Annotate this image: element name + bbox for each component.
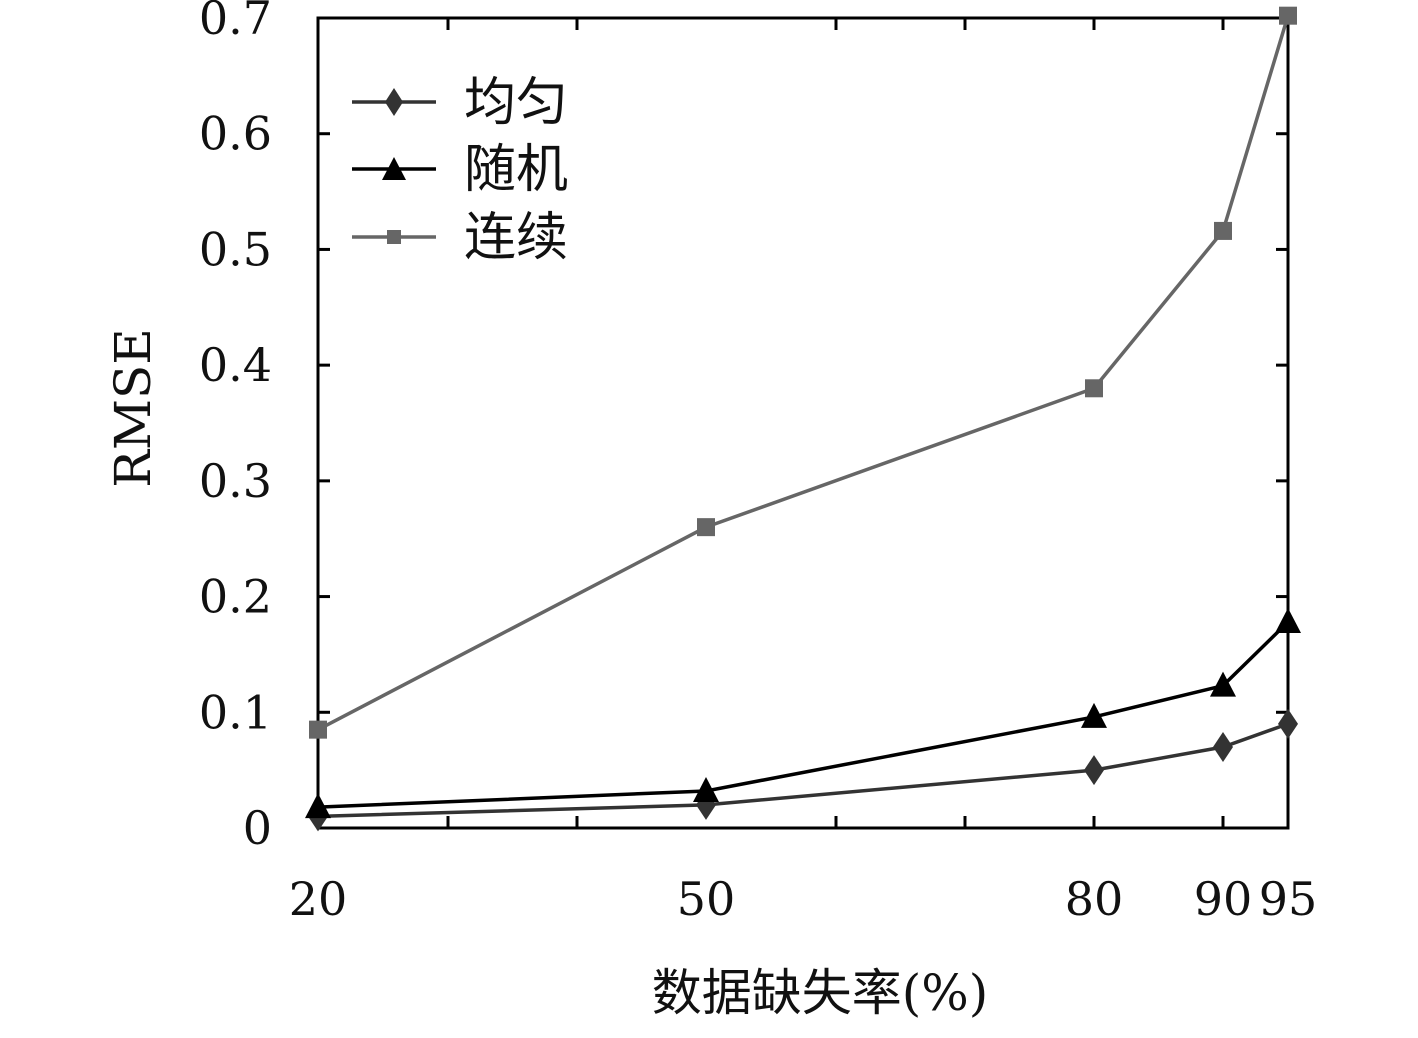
y-tick-label-0: 0 [243,801,272,855]
legend-square-marker [387,230,401,244]
x-axis-title: 数据缺失率(%) [652,964,989,1022]
y-tick-label-2: 0.2 [199,570,272,624]
series-1-point-3 [1210,671,1236,697]
y-tick-label-5: 0.5 [199,222,272,276]
series-1-point-4 [1275,608,1301,634]
series-0-point-3 [1213,732,1233,762]
legend-label-0: 均匀 [464,73,568,133]
series-1-point-1 [693,776,719,802]
plot-frame [316,16,1290,830]
series-1-point-2 [1081,702,1107,728]
y-tick-label-1: 0.1 [199,685,272,739]
series-line-1 [317,620,1290,809]
x-tick-label-4: 95 [1259,872,1318,926]
series-2-point-3 [1214,221,1232,240]
legend-diamond-marker [385,88,403,116]
series-layer [305,6,1301,832]
legend-entry-1: 随机 [352,140,568,200]
x-tick-label-0: 20 [289,872,348,926]
y-tick-label-6: 0.6 [199,107,272,161]
series-0-point-2 [1084,755,1104,786]
legend-label-1: 随机 [464,140,568,200]
series-0-point-4 [1278,708,1298,739]
x-tick-label-1: 50 [677,872,736,926]
series-2-point-0 [309,720,327,739]
legend-label-2: 连续 [464,208,568,268]
legend-entry-0: 均匀 [352,73,568,133]
y-tick-label-7: 0.7 [199,0,272,45]
legend-triangle-marker [382,157,406,180]
legend: 均匀 随机 连续 [352,73,568,268]
x-tick-labels: 20 50 80 90 95 [289,872,1318,926]
legend-entry-2: 连续 [352,208,568,268]
x-tick-label-3: 90 [1194,872,1253,926]
y-tick-label-3: 0.3 [199,454,272,508]
series-1-point-0 [305,793,331,819]
series-2-point-2 [1085,379,1103,398]
y-axis-title: RMSE [104,328,162,488]
y-tick-labels: 0 0.1 0.2 0.3 0.4 0.5 0.6 0.7 [199,0,272,855]
y-tick-label-4: 0.4 [199,338,272,392]
series-2-point-1 [697,518,715,537]
x-tick-label-2: 80 [1065,872,1124,926]
series-2-point-4 [1279,6,1297,25]
